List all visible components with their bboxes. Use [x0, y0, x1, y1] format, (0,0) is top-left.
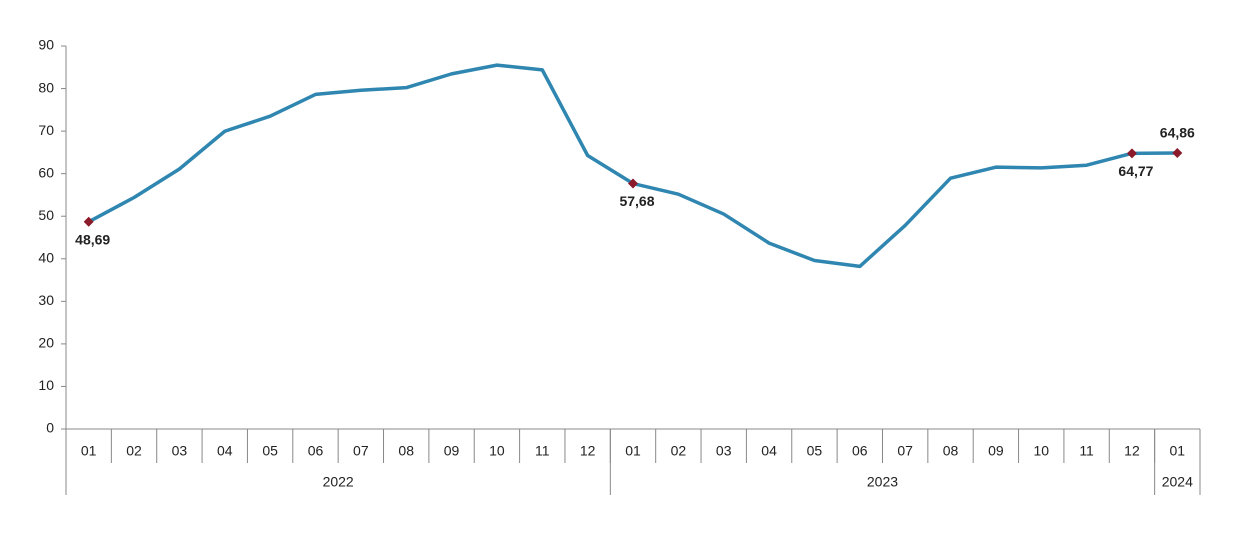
data-label: 64,86 — [1160, 125, 1195, 141]
x-tick-label: 07 — [353, 443, 369, 459]
x-tick-label: 06 — [308, 443, 324, 459]
x-tick-label: 07 — [897, 443, 913, 459]
x-tick-label: 09 — [988, 443, 1004, 459]
line — [87, 63, 1178, 269]
x-tick-label: 01 — [625, 443, 641, 459]
y-tick-label: 10 — [38, 377, 54, 393]
data-label: 64,77 — [1118, 163, 1153, 179]
data-label: 48,69 — [75, 232, 110, 248]
x-tick-label: 01 — [81, 443, 97, 459]
x-tick-label: 03 — [716, 443, 732, 459]
marker — [83, 216, 94, 227]
x-tick-label: 04 — [217, 443, 233, 459]
y-tick-label: 80 — [38, 79, 54, 95]
x-tick-label: 04 — [761, 443, 777, 459]
y-tick-label: 70 — [38, 122, 54, 138]
group-label: 2022 — [323, 474, 354, 490]
x-tick-label: 12 — [580, 443, 596, 459]
y-tick-label: 90 — [38, 37, 54, 53]
group-label: 2023 — [867, 474, 898, 490]
marker — [1172, 147, 1183, 158]
y-tick-label: 50 — [38, 207, 54, 223]
x-tick-label: 08 — [943, 443, 959, 459]
marker — [628, 178, 638, 189]
x-tick-label: 09 — [444, 443, 460, 459]
x-tick-label: 11 — [1079, 443, 1094, 459]
x-tick-label: 08 — [398, 443, 414, 459]
x-tick-label: 11 — [535, 443, 550, 459]
y-tick-label: 20 — [38, 335, 54, 351]
x-tick-label: 06 — [852, 443, 868, 459]
marker — [1126, 148, 1137, 159]
y-tick-label: 40 — [38, 249, 54, 265]
data-label: 57,68 — [619, 193, 654, 209]
x-tick-label: 03 — [172, 443, 188, 459]
x-tick-label: 12 — [1124, 443, 1140, 459]
x-tick-label: 05 — [262, 443, 278, 459]
x-tick-label: 10 — [489, 443, 505, 459]
x-tick-label: 02 — [671, 443, 687, 459]
x-tick-label: 05 — [807, 443, 823, 459]
x-tick-label: 01 — [1170, 443, 1186, 459]
y-tick-label: 60 — [38, 164, 54, 180]
x-tick-label: 10 — [1033, 443, 1049, 459]
y-tick-label: 0 — [46, 420, 54, 436]
x-tick-label: 02 — [126, 443, 142, 459]
group-label: 2024 — [1162, 474, 1193, 490]
y-tick-label: 30 — [38, 292, 54, 308]
